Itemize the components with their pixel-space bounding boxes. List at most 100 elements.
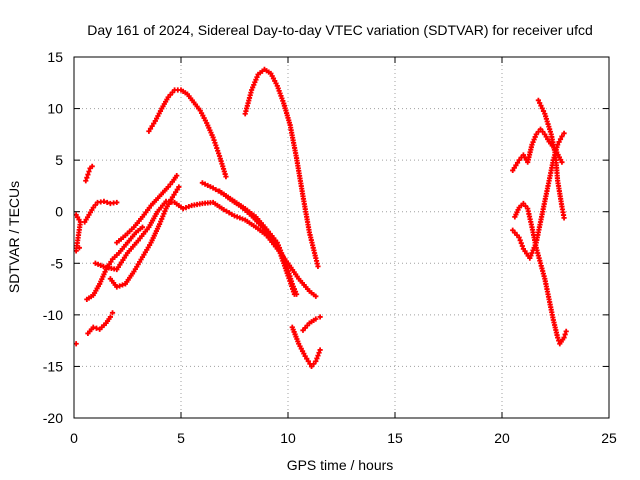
data-point: [199, 180, 205, 186]
data-point: [285, 273, 291, 279]
x-tick-label: 15: [387, 430, 403, 446]
y-tick-label: -15: [43, 358, 63, 374]
plot-frame: [73, 56, 610, 419]
data-point: [83, 178, 89, 184]
data-point: [104, 199, 110, 206]
data-point: [314, 355, 320, 362]
data-point: [286, 275, 292, 281]
data-series-arc-10: [73, 212, 84, 347]
data-point: [559, 159, 565, 165]
x-tick-label: 0: [70, 430, 78, 446]
data-series-arc-16: [510, 130, 567, 261]
data-point: [84, 175, 90, 181]
data-point: [90, 324, 96, 330]
data-point: [93, 325, 100, 331]
data-series-arc-12: [85, 310, 116, 337]
data-point: [183, 204, 189, 211]
data-point: [516, 234, 522, 241]
data-point: [288, 281, 294, 287]
data-series-arc-6: [107, 184, 182, 290]
data-point: [114, 199, 120, 206]
data-point: [538, 103, 544, 109]
data-point: [518, 240, 524, 246]
data-point: [180, 206, 186, 212]
x-tick-label: 20: [494, 430, 510, 446]
data-point: [223, 174, 229, 180]
data-series-arc-9: [82, 198, 120, 225]
data-point: [234, 214, 240, 220]
data-point: [92, 260, 98, 266]
data-point: [291, 291, 298, 297]
data-point: [216, 150, 222, 156]
data-series-arc-17: [535, 97, 567, 221]
data-point: [561, 215, 567, 221]
y-tick-label: -20: [43, 410, 63, 426]
data-point: [107, 314, 113, 320]
data-series-arc-3: [199, 180, 300, 297]
data-point: [174, 173, 180, 179]
data-point: [95, 261, 101, 267]
x-tick-label: 25: [601, 430, 617, 446]
data-point: [221, 207, 227, 213]
data-point: [109, 310, 116, 316]
data-series-arc-7: [114, 173, 180, 246]
data-series-arc-2: [242, 66, 321, 269]
data-point: [561, 334, 567, 341]
data-point: [215, 148, 221, 154]
data-point: [517, 237, 523, 243]
data-point: [213, 186, 219, 193]
y-axis-label: SDTVAR / TECUs: [6, 181, 22, 293]
data-point: [186, 203, 192, 210]
data-point: [210, 185, 216, 191]
y-tick-label: 10: [47, 101, 63, 117]
data-point: [237, 215, 243, 221]
data-series-arc-11: [83, 163, 95, 184]
data-series-arc-5: [92, 198, 319, 299]
data-point: [313, 293, 319, 299]
data-point: [561, 130, 567, 136]
data-point: [202, 181, 208, 187]
data-point: [290, 288, 297, 295]
y-tick-label: 5: [55, 152, 63, 168]
data-series-arc-8: [84, 224, 146, 302]
data-point: [229, 211, 235, 217]
data-point: [287, 278, 293, 284]
data-point: [563, 328, 569, 334]
data-point: [555, 334, 561, 341]
chart-title: Day 161 of 2024, Sidereal Day-to-day VTE…: [87, 22, 593, 38]
data-point: [211, 137, 217, 143]
data-point: [223, 208, 230, 214]
data-point: [316, 350, 322, 356]
data-point: [317, 347, 323, 353]
data-point: [239, 216, 246, 222]
data-point: [101, 198, 107, 204]
data-point: [231, 213, 238, 219]
data-series-arc-14: [300, 314, 323, 333]
data-point: [139, 224, 146, 230]
data-point: [226, 210, 232, 216]
y-tick-label: -5: [51, 255, 64, 271]
data-point: [205, 182, 211, 189]
data-point: [119, 282, 126, 288]
data-point: [176, 184, 182, 190]
x-tick-label: 5: [177, 430, 185, 446]
data-point: [76, 245, 82, 251]
y-tick-label: 15: [47, 49, 63, 65]
x-axis-label: GPS time / hours: [287, 457, 394, 473]
data-series-arc-1: [146, 87, 229, 180]
data-series-arc-4: [216, 188, 298, 297]
data-point: [537, 100, 543, 106]
data-point: [214, 145, 220, 151]
data-point: [556, 139, 562, 145]
data-point: [86, 168, 92, 175]
data-point: [559, 133, 565, 140]
data-point: [207, 184, 214, 190]
data-point: [289, 286, 296, 292]
data-series-arc-13: [289, 324, 323, 370]
data-point: [210, 134, 216, 141]
data-point: [313, 316, 319, 322]
data-point: [315, 352, 321, 359]
y-tick-label: -10: [43, 307, 63, 323]
data-point: [98, 262, 104, 268]
data-point: [562, 331, 568, 338]
